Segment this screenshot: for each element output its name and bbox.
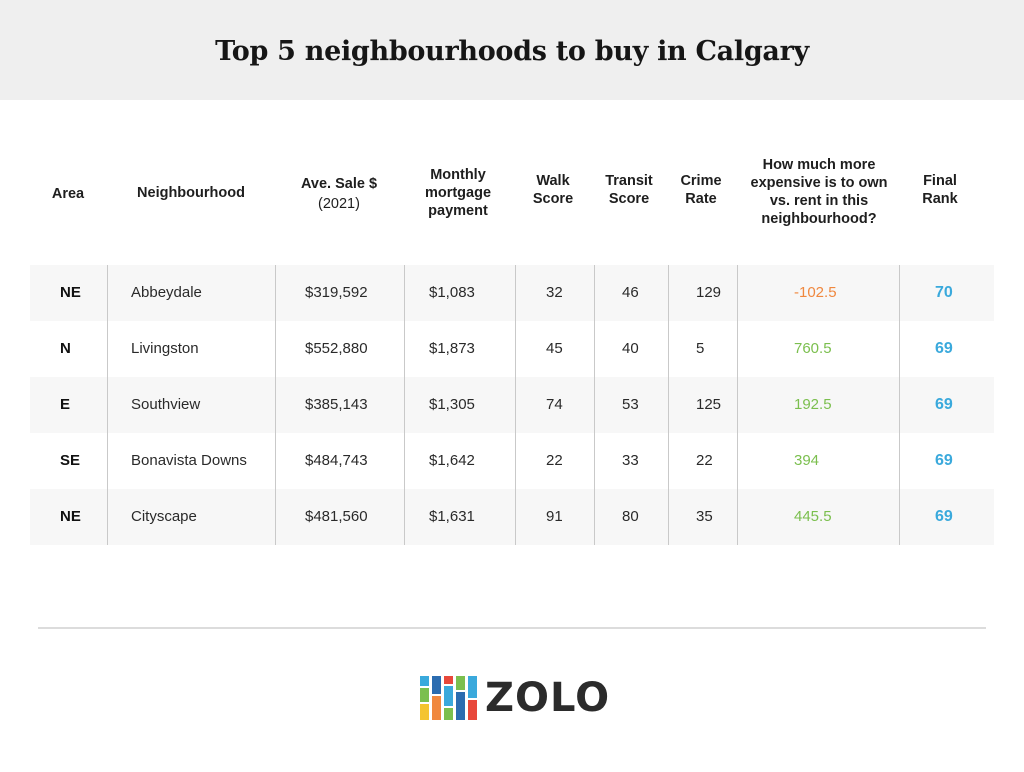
header-expensive: How much more expensive is to own vs. re… — [738, 156, 900, 228]
header-expensive-line2: expensive is to own — [750, 175, 888, 191]
header-transit-line1: Transit — [605, 173, 653, 189]
cell-area: NE — [60, 508, 81, 525]
cell-neighbourhood: Bonavista Downs — [131, 452, 247, 469]
page-title: Top 5 neighbourhoods to buy in Calgary — [215, 36, 809, 67]
header-area-label: Area — [51, 186, 85, 202]
cell-sale: $484,743 — [305, 452, 368, 469]
cell-mortgage: $1,305 — [429, 396, 475, 413]
table-row: NE Abbeydale $319,592 $1,083 32 46 129 -… — [30, 265, 994, 321]
header-rank-line2: Rank — [922, 191, 958, 207]
cell-rank: 70 — [935, 284, 953, 301]
cell-crime: 5 — [696, 340, 705, 357]
cell-rank: 69 — [935, 396, 953, 413]
header-neighbourhood-label: Neighbourhood — [137, 185, 245, 201]
header-mortgage-line1: Monthly — [430, 167, 486, 183]
column-divider — [594, 265, 595, 545]
cell-area: E — [60, 396, 71, 413]
cell-transit: 46 — [622, 284, 639, 301]
cell-crime: 22 — [696, 452, 713, 469]
cell-rank: 69 — [935, 508, 953, 525]
cell-crime: 125 — [696, 396, 722, 413]
header-walk-line2: Score — [532, 191, 574, 207]
footer-divider — [38, 627, 986, 629]
header-crime-line1: Crime — [680, 173, 722, 189]
cell-neighbourhood: Livingston — [131, 340, 199, 357]
header-expensive-line3: vs. rent in this — [769, 193, 869, 209]
table-row: N Livingston $552,880 $1,873 45 40 5 760… — [30, 321, 994, 377]
header-area: Area — [38, 185, 98, 203]
cell-walk: 91 — [546, 508, 563, 525]
cell-sale: $552,880 — [305, 340, 368, 357]
cell-expensive: 445.5 — [794, 508, 832, 525]
header-sale: Ave. Sale $ (2021) — [280, 175, 398, 213]
cell-sale: $319,592 — [305, 284, 368, 301]
cell-expensive: 394 — [794, 452, 820, 469]
header-transit-line2: Score — [608, 191, 650, 207]
header-crime: Crime Rate — [670, 172, 732, 208]
column-divider — [737, 265, 738, 545]
cell-mortgage: $1,642 — [429, 452, 475, 469]
header-expensive-line4: neighbourhood? — [761, 211, 877, 227]
cell-walk: 22 — [546, 452, 563, 469]
cell-mortgage: $1,631 — [429, 508, 475, 525]
cell-walk: 45 — [546, 340, 563, 357]
cell-area: N — [60, 340, 71, 357]
header-sale-label: Ave. Sale $ — [300, 176, 378, 192]
cell-transit: 80 — [622, 508, 639, 525]
cell-neighbourhood: Cityscape — [131, 508, 197, 525]
header-rank-line1: Final — [923, 173, 957, 189]
header-neighbourhood: Neighbourhood — [118, 184, 264, 202]
cell-mortgage: $1,083 — [429, 284, 475, 301]
header-mortgage-line2: mortgage — [424, 185, 492, 201]
header-transit: Transit Score — [596, 172, 662, 208]
table-row: NE Cityscape $481,560 $1,631 91 80 35 44… — [30, 489, 994, 545]
column-divider — [899, 265, 900, 545]
cell-neighbourhood: Southview — [131, 396, 201, 413]
cell-expensive: -102.5 — [794, 284, 837, 301]
title-band — [0, 0, 1024, 100]
cell-mortgage: $1,873 — [429, 340, 475, 357]
column-divider — [404, 265, 405, 545]
header-rank: Final Rank — [908, 172, 972, 208]
zolo-logo-text: ZOLO — [485, 675, 611, 721]
header-sale-year: (2021) — [318, 196, 360, 212]
column-divider — [515, 265, 516, 545]
header-walk: Walk Score — [520, 172, 586, 208]
cell-expensive: 192.5 — [794, 396, 832, 413]
header-mortgage-line3: payment — [428, 203, 488, 219]
column-divider — [107, 265, 108, 545]
cell-area: NE — [60, 284, 81, 301]
header-mortgage: Monthly mortgage payment — [410, 166, 506, 220]
cell-walk: 32 — [546, 284, 563, 301]
cell-area: SE — [60, 452, 81, 469]
header-walk-line1: Walk — [536, 173, 570, 189]
cell-crime: 129 — [696, 284, 722, 301]
cell-transit: 40 — [622, 340, 639, 357]
column-divider — [668, 265, 669, 545]
table-row: SE Bonavista Downs $484,743 $1,642 22 33… — [30, 433, 994, 489]
cell-rank: 69 — [935, 452, 953, 469]
cell-expensive: 760.5 — [794, 340, 832, 357]
table-row: E Southview $385,143 $1,305 74 53 125 19… — [30, 377, 994, 433]
cell-rank: 69 — [935, 340, 953, 357]
cell-sale: $481,560 — [305, 508, 368, 525]
cell-walk: 74 — [546, 396, 563, 413]
column-divider — [275, 265, 276, 545]
header-crime-line2: Rate — [685, 191, 717, 207]
cell-transit: 33 — [622, 452, 639, 469]
cell-sale: $385,143 — [305, 396, 368, 413]
cell-crime: 35 — [696, 508, 713, 525]
zolo-bars-logo-icon — [420, 676, 477, 720]
cell-transit: 53 — [622, 396, 639, 413]
header-expensive-line1: How much more — [762, 157, 876, 173]
cell-neighbourhood: Abbeydale — [131, 284, 202, 301]
